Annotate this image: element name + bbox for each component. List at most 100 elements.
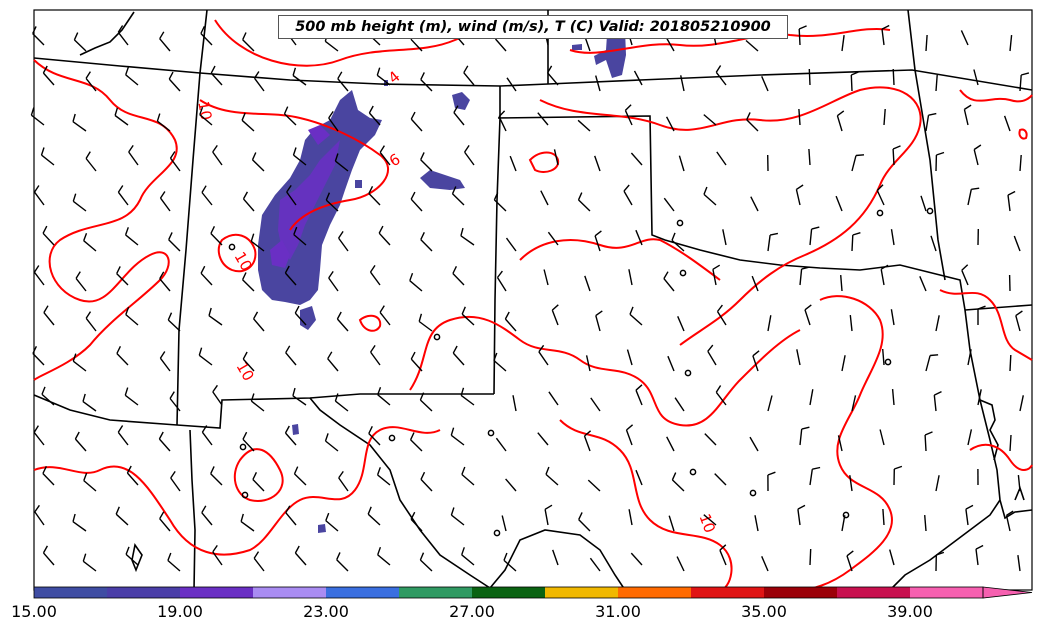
wind-barb xyxy=(116,345,129,366)
wind-barb xyxy=(548,391,559,406)
wind-barb xyxy=(325,512,339,532)
wind-barb xyxy=(551,304,559,326)
wind-barb xyxy=(920,195,927,212)
wind-barb xyxy=(837,435,843,452)
wind-barb xyxy=(284,265,297,286)
wind-barb xyxy=(72,353,87,372)
wind-barb xyxy=(577,119,591,132)
wind-barb xyxy=(761,556,769,572)
wind-barb xyxy=(461,306,475,326)
wind-barb xyxy=(1019,72,1030,92)
colorbar-segment xyxy=(618,587,692,598)
wind-barb xyxy=(73,32,87,52)
wind-barb xyxy=(1009,35,1013,52)
wind-barb xyxy=(167,312,181,332)
wind-barb xyxy=(752,350,760,372)
wind-barb xyxy=(72,113,87,132)
wind-barb xyxy=(963,104,972,126)
wind-barb xyxy=(377,546,391,566)
contour-label: 10 xyxy=(695,511,718,535)
wind-barb xyxy=(577,192,591,212)
wind-barb xyxy=(626,349,633,366)
wind-barb xyxy=(977,305,986,325)
wind-barb xyxy=(85,71,97,92)
wind-barb xyxy=(284,425,297,446)
colorbar-segment xyxy=(472,587,546,598)
wind-barb xyxy=(1013,235,1021,252)
wind-barb xyxy=(199,106,213,126)
wind-barb xyxy=(338,470,349,492)
wind-barb xyxy=(889,549,895,566)
wind-barb xyxy=(168,71,181,92)
colorbar-tick-label: 27.00 xyxy=(449,602,495,621)
wind-barb xyxy=(749,436,759,452)
wind-barb xyxy=(117,25,129,46)
wind-barb xyxy=(169,151,181,172)
wind-barb xyxy=(83,232,97,252)
wind-barb xyxy=(463,65,475,86)
wind-barb xyxy=(809,389,814,406)
wind-barb xyxy=(880,264,889,286)
wind-barb xyxy=(840,275,843,292)
map-title: 500 mb height (m), wind (m/s), T (C) Val… xyxy=(278,15,788,39)
wind-barb xyxy=(961,264,969,286)
wind-barb xyxy=(665,116,675,132)
calm-wind-marker xyxy=(241,491,249,499)
wind-barb xyxy=(450,507,465,526)
wind-barb xyxy=(624,104,633,126)
calm-wind-marker xyxy=(493,529,501,537)
wind-barb xyxy=(850,71,859,92)
wind-barb xyxy=(1019,154,1022,172)
wind-barb xyxy=(368,425,381,446)
wind-barb xyxy=(925,354,939,372)
wind-barb xyxy=(975,544,984,566)
wind-barb xyxy=(42,65,55,86)
wind-barb xyxy=(115,506,129,526)
wind-barb xyxy=(242,431,255,452)
wind-barb xyxy=(367,506,381,526)
wind-barb xyxy=(83,472,97,492)
wind-barb xyxy=(767,315,772,332)
wind-barb xyxy=(250,233,265,252)
wind-barb xyxy=(410,111,423,132)
wind-barb xyxy=(293,466,307,486)
wind-barb xyxy=(419,392,433,412)
wind-barb xyxy=(594,155,601,172)
wind-barb xyxy=(809,466,821,486)
wind-barb xyxy=(1007,190,1016,212)
wind-barb xyxy=(292,67,307,86)
wind-barb xyxy=(159,351,171,372)
wind-barb xyxy=(379,145,391,166)
wind-barb xyxy=(544,504,553,526)
wind-barb xyxy=(671,472,685,492)
wind-barb xyxy=(242,32,255,52)
wind-barb xyxy=(707,344,717,366)
wind-barb xyxy=(851,395,857,412)
wind-barb xyxy=(919,276,927,292)
wind-barb xyxy=(72,193,87,212)
wind-barbs xyxy=(30,24,1030,572)
wind-barb xyxy=(797,504,806,526)
wind-barb xyxy=(795,184,804,206)
wind-barb xyxy=(337,71,349,92)
wind-barb xyxy=(935,315,940,332)
wind-barb xyxy=(590,397,601,412)
wind-barb xyxy=(851,154,865,172)
wind-barb xyxy=(242,191,255,212)
wind-barb xyxy=(635,384,643,406)
wind-barb xyxy=(75,271,87,292)
wind-barb xyxy=(158,431,171,452)
wind-barb xyxy=(633,70,643,86)
wind-barb xyxy=(43,305,55,326)
wind-barb xyxy=(32,345,45,366)
wind-barb xyxy=(251,152,265,172)
wind-barb xyxy=(125,546,139,566)
state-borders xyxy=(33,9,1033,591)
wind-barb xyxy=(420,471,433,492)
wind-barb xyxy=(882,508,885,526)
calm-wind-marker xyxy=(487,429,495,437)
wind-barb xyxy=(583,430,592,452)
wind-barb xyxy=(156,113,171,132)
wind-barb xyxy=(578,512,591,532)
